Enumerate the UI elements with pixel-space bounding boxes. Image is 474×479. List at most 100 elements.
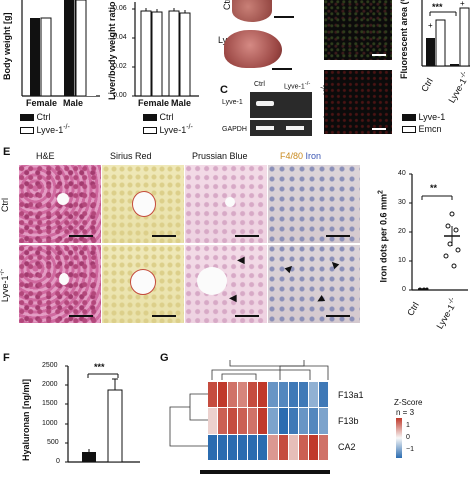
heatmap-cell bbox=[318, 408, 328, 434]
panel-d-ylabel: Fluorescent area (%) bbox=[399, 0, 409, 79]
legend-d-emcn: Emcn bbox=[418, 124, 442, 134]
heatmap-cell bbox=[298, 434, 308, 460]
bar-b-male-ctrl bbox=[168, 10, 180, 97]
panel-f-ytick-0: 2500 bbox=[42, 362, 58, 369]
heatmap-cell bbox=[208, 382, 218, 408]
micro-he-ctrl bbox=[18, 164, 102, 244]
panel-f-sig: *** bbox=[94, 362, 105, 372]
bar-a-female-ctrl bbox=[30, 18, 40, 96]
heatmap-cell bbox=[308, 434, 318, 460]
panel-b-ytick-2: 0.02 bbox=[113, 63, 127, 70]
panel-d-legend: Lyve-1 Emcn bbox=[402, 112, 445, 136]
panel-e-col-f480: F4/80 Iron bbox=[280, 151, 321, 161]
heatmap-cell bbox=[268, 382, 278, 408]
panel-f-ylabel: Hyaluronan [ng/ml] bbox=[21, 378, 31, 461]
panel-c-row-lyve1: Lyve-1 bbox=[222, 99, 243, 106]
legend-d-lyve1: Lyve-1 bbox=[418, 112, 446, 122]
heatmap-cell bbox=[288, 434, 298, 460]
panel-e-quant-chart bbox=[409, 173, 468, 291]
fluor-image-ko bbox=[324, 70, 392, 134]
liver-image-ko bbox=[224, 30, 282, 68]
panel-e-row-ctrl: Ctrl bbox=[0, 198, 10, 212]
heatmap-cell bbox=[318, 434, 328, 460]
iron-label: Iron bbox=[305, 151, 322, 161]
bar-b-female-ctrl bbox=[140, 10, 152, 97]
panel-b-legend: Ctrl Lyve-1-/- bbox=[143, 112, 193, 136]
panel-e-quant-sig: ** bbox=[430, 183, 438, 193]
heatmap-cell bbox=[248, 434, 258, 460]
heatmap-cell bbox=[208, 434, 218, 460]
panel-e-row-ko: Lyve-1-/- bbox=[0, 268, 11, 303]
panel-e-col-he: H&E bbox=[36, 151, 55, 161]
heatmap-cell bbox=[238, 382, 248, 408]
zscore-tick-0: 0 bbox=[406, 434, 410, 441]
panel-f-ytick-3: 1000 bbox=[42, 420, 58, 427]
heatmap-cell bbox=[308, 382, 318, 408]
panel-a-xtick-male: Male bbox=[63, 98, 84, 108]
panel-a-ylabel: Body weight [g] bbox=[2, 12, 12, 81]
bar-b-male-ko bbox=[179, 12, 191, 97]
legend-b-ctrl: Ctrl bbox=[159, 112, 174, 122]
panel-c-letter: C bbox=[220, 84, 228, 96]
panel-d: + + *** Fluorescent area (%) Ctrl Lyve-1… bbox=[394, 0, 474, 140]
panel-e-col-sr: Sirius Red bbox=[110, 151, 152, 161]
panel-f-letter: F bbox=[3, 352, 10, 364]
heatmap-cell bbox=[248, 408, 258, 434]
liver-image-ctrl bbox=[232, 0, 272, 22]
zscore-tick-m1: −1 bbox=[406, 446, 414, 453]
panel-a-xtick-female: Female bbox=[26, 98, 58, 108]
heatmap-row-f13b: F13b bbox=[338, 416, 359, 426]
arrow-icon: ▲ bbox=[310, 291, 329, 309]
heatmap bbox=[208, 382, 328, 460]
panel-b-ytick-1: 0.04 bbox=[113, 34, 127, 41]
panel-d-sig: *** bbox=[432, 2, 443, 12]
zscore-tick-1: 1 bbox=[406, 422, 410, 429]
micro-sr-ko bbox=[101, 244, 185, 324]
arrow-icon: ◀ bbox=[229, 293, 237, 304]
zscore-title: Z-Score bbox=[394, 398, 423, 407]
heatmap-cell bbox=[268, 408, 278, 434]
heatmap-cell bbox=[308, 408, 318, 434]
arrow-icon: ◀ bbox=[237, 255, 245, 266]
panel-f-ytick-1: 2000 bbox=[42, 381, 58, 388]
bar-a-male-ctrl bbox=[64, 0, 74, 96]
heatmap-cell bbox=[218, 434, 228, 460]
panel-g-dendrogram bbox=[169, 360, 330, 474]
arrow-icon: ▲ bbox=[324, 254, 344, 274]
panel-g: F13a1 F13b CA2 Z-Score n = 3 1 0 −1 bbox=[160, 360, 474, 474]
heatmap-cell bbox=[288, 382, 298, 408]
panel-b-ytick-0: 0.06 bbox=[113, 5, 127, 12]
heatmap-cell bbox=[228, 408, 238, 434]
micro-pb-ko: ◀ ◀ bbox=[184, 244, 268, 324]
zscore-n: n = 3 bbox=[396, 408, 415, 417]
panel-c-row-gapdh: GAPDH bbox=[222, 126, 247, 133]
heatmap-row-ca2: CA2 bbox=[338, 442, 356, 452]
panel-b-xtick-male: Male bbox=[171, 98, 192, 108]
heatmap-cell bbox=[298, 382, 308, 408]
heatmap-cell bbox=[278, 408, 288, 434]
heatmap-cell bbox=[238, 434, 248, 460]
panel-c-lane-ko: Lyve-1-/- bbox=[284, 81, 311, 91]
heatmap-cell bbox=[268, 434, 278, 460]
panel-b-ylabel: Liver/body weight ratio bbox=[107, 1, 117, 100]
micro-f480-ko: ▲ ▲ ▲ bbox=[267, 244, 361, 324]
panel-g-letter: G bbox=[160, 352, 169, 364]
heatmap-cell bbox=[318, 382, 328, 408]
panel-e-quant-ytick-0: 40 bbox=[398, 170, 406, 177]
fluor-image-ctrl bbox=[324, 0, 392, 60]
panel-a: Body weight [g] Female Male Ctrl Lyve-1-… bbox=[0, 0, 105, 140]
bar-f-ko bbox=[107, 389, 123, 463]
liver-scalebar-2 bbox=[272, 68, 292, 70]
panel-a-chart bbox=[21, 0, 100, 97]
heatmap-cell bbox=[258, 408, 268, 434]
micro-sr-ctrl bbox=[101, 164, 185, 244]
heatmap-cell bbox=[278, 434, 288, 460]
liver-scalebar-1 bbox=[274, 16, 294, 18]
arrow-icon: ▲ bbox=[280, 258, 300, 278]
heatmap-cell bbox=[238, 408, 248, 434]
svg-text:+: + bbox=[428, 21, 433, 30]
panel-e-quant-ylabel: Iron dots per 0.6 mm2 bbox=[377, 190, 389, 283]
bar-d-ctrl-lyve1 bbox=[426, 38, 435, 66]
panel-b-ytick-3: 0.00 bbox=[113, 92, 127, 99]
panel-c-blot-lyve1 bbox=[250, 92, 312, 118]
